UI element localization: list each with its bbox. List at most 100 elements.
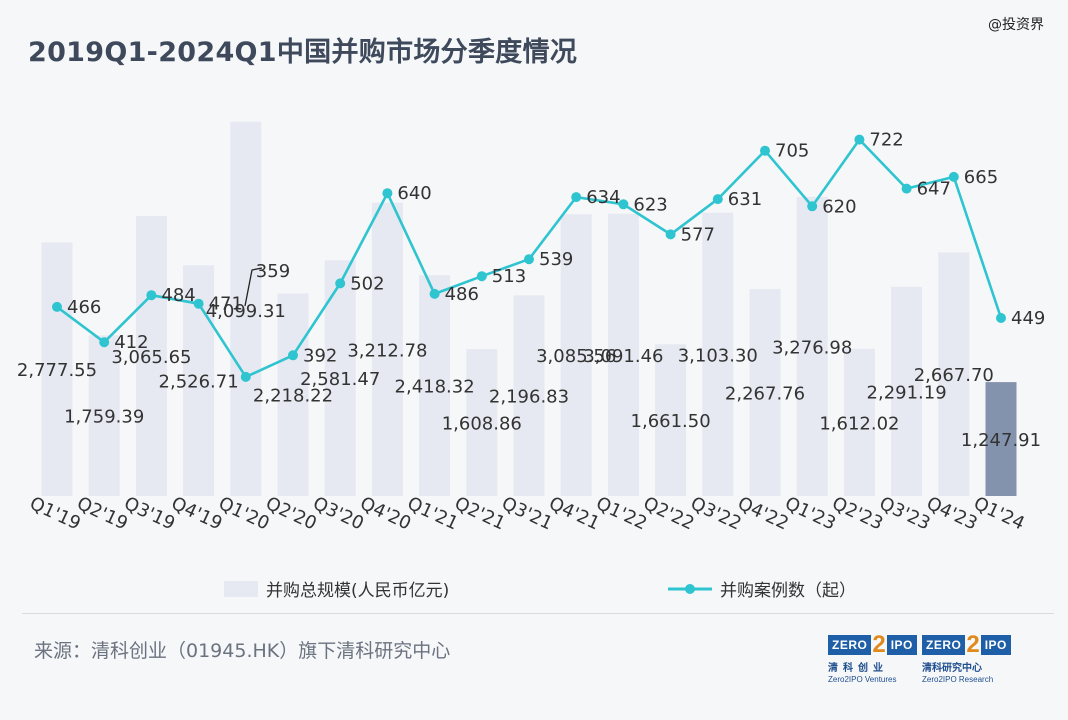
zero2ipo-research-logo: ZERO 2 IPO 清科研究中心 Zero2IPO Research [922,633,1011,684]
bar-8 [419,275,451,496]
bar-18 [891,286,923,496]
bar-label-6: 2,581.47 [300,369,380,390]
bar-label-3: 2,526.71 [159,372,239,393]
line-label-18: 647 [917,179,951,200]
line-point-5 [288,350,298,361]
bar-label-1: 1,759.39 [64,407,144,428]
bar-label-2: 3,065.65 [111,347,191,368]
bar-label-18: 2,291.19 [867,382,947,403]
line-point-12 [618,199,629,210]
x-tick-label-6: Q3'20 [310,493,367,535]
line-label-0: 466 [67,297,101,318]
x-tick-label-17: Q2'23 [829,493,886,535]
bar-0 [41,242,73,496]
x-tick-label-3: Q4'19 [168,493,225,535]
bar-5 [277,293,309,496]
line-point-11 [571,192,582,203]
line-point-4 [240,371,251,382]
line-label-2: 484 [161,285,195,306]
line-point-9 [476,271,487,282]
line-label-17: 722 [869,130,903,151]
legend-line-marker [685,584,695,594]
line-point-2 [146,290,157,301]
line-point-8 [429,288,440,299]
bar-9 [466,349,498,496]
line-label-1: 412 [114,332,148,353]
x-tick-label-14: Q3'22 [687,493,744,535]
x-tick-label-10: Q3'21 [498,493,555,535]
bar-label-12: 3,091.46 [583,346,663,367]
line-point-3 [193,298,204,309]
bar-13 [655,344,687,496]
line-point-17 [854,134,865,145]
line-point-16 [807,201,818,212]
bar-label-11: 3,085.56 [536,346,616,367]
bar-label-16: 3,276.98 [772,337,852,358]
bar-4 [230,121,262,496]
line-point-10 [524,254,534,265]
bar-label-10: 2,196.83 [489,387,569,408]
bar-label-0: 2,777.55 [17,360,97,381]
watermark: @投资界 [988,17,1044,33]
x-tick-label-9: Q2'21 [451,493,508,535]
line-label-20: 449 [1011,308,1045,329]
bar-labels: 2,777.55 1,759.39 3,065.65 2,526.71 4,099.31… [17,301,1041,451]
line-label-13: 577 [681,224,715,245]
line-label-14: 631 [728,189,762,210]
bar-label-8: 2,418.32 [395,377,475,398]
line-label-5: 392 [303,345,337,366]
bar-label-9: 1,608.86 [442,414,522,435]
x-tick-label-12: Q1'22 [593,493,650,535]
line-point-18 [901,183,912,194]
line-labels: 466 412 484 471 359 392 502 640 486 513 539 634 623 5… [67,130,1045,367]
line-label-8: 486 [445,284,479,305]
bar-label-19: 2,667.70 [914,365,994,386]
legend: 并购总规模(人民币亿元) 并购案例数（起） [224,581,856,601]
line-point-6 [335,278,346,289]
bar-14 [702,212,734,496]
line-label-6: 502 [350,273,384,294]
legend-line-label: 并购案例数（起） [720,581,856,601]
chart-title: 2019Q1-2024Q1中国并购市场分季度情况 [28,37,578,68]
x-tick-label-8: Q1'21 [404,493,461,535]
bar-16 [796,196,828,497]
line-series [52,134,1006,382]
line-point-1 [99,337,110,348]
line-point-20 [996,313,1006,323]
bar-series [41,121,1017,497]
bar-label-17: 1,612.02 [819,413,899,434]
bar-label-20: 1,247.91 [961,430,1041,451]
line-label-4: 359 [256,261,290,282]
line-label-12: 623 [633,194,667,215]
bar-11 [560,214,592,497]
line-label-15: 705 [775,141,809,162]
line-point-7 [382,188,393,199]
line-label-3: 471 [209,294,243,315]
bar-20 [985,382,1017,496]
x-tick-label-11: Q4'21 [546,493,603,535]
bar-label-13: 1,661.50 [631,411,711,432]
bar-19 [938,252,970,496]
legend-bar-label: 并购总规模(人民币亿元) [266,581,449,601]
line-point-0 [52,301,62,312]
x-tick-label-16: Q1'23 [782,493,839,535]
zero2ipo-ventures-logo: ZERO 2 IPO 清科创业 Zero2IPO Ventures [828,633,917,684]
source-note: 来源：清科创业（01945.HK）旗下清科研究中心 [34,640,451,662]
x-tick-label-0: Q1'19 [26,493,83,535]
line-label-19: 665 [964,167,998,188]
line-point-14 [712,194,723,205]
x-tick-label-5: Q2'20 [262,493,319,535]
x-tick-label-4: Q1'20 [215,493,272,535]
bar-label-15: 2,267.76 [725,384,805,405]
bar-15 [749,289,781,496]
bar-2 [135,216,167,496]
bar-17 [843,348,875,496]
bar-12 [607,213,639,496]
bar-10 [513,295,545,496]
x-tick-label-20: Q1'24 [970,493,1027,535]
bar-label-7: 3,212.78 [347,340,427,361]
line-label-11: 634 [586,187,620,208]
chart: 2,777.55 1,759.39 3,065.65 2,526.71 4,099.31… [17,121,1045,601]
x-tick-label-13: Q2'22 [640,493,697,535]
line-label-9: 513 [492,266,526,287]
